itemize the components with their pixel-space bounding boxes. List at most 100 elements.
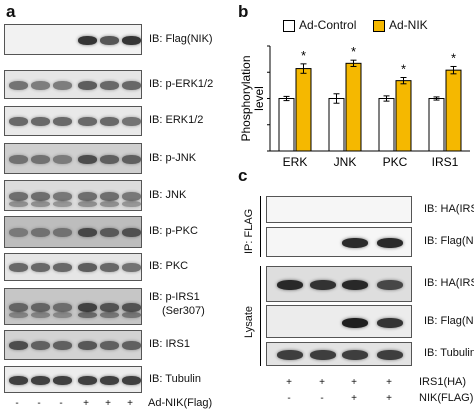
blot-band bbox=[31, 155, 50, 164]
blot-label: IB: Flag(NIK) bbox=[424, 315, 474, 327]
blot-band bbox=[100, 376, 119, 385]
blot-band bbox=[53, 376, 72, 385]
blot-band bbox=[31, 376, 50, 385]
western-blot-image bbox=[4, 216, 142, 248]
blot-band bbox=[9, 263, 28, 272]
blot-band bbox=[122, 303, 141, 312]
panel-b-letter: b bbox=[238, 2, 249, 21]
blot-band bbox=[277, 280, 303, 290]
panel-a-lane-label: Ad-NIK(Flag) bbox=[148, 397, 213, 409]
blot-band bbox=[100, 303, 119, 312]
lane-sign: + bbox=[351, 393, 357, 404]
bar-ad-control bbox=[278, 98, 295, 152]
blot-label: IB: PKC bbox=[149, 260, 189, 272]
phosphorylation-bar-chart: Phosphorylationlevel * ERK * JNK * PKC * IRS1 bbox=[239, 44, 470, 166]
bar-ad-nik bbox=[295, 68, 312, 152]
blot-band bbox=[342, 350, 368, 360]
x-tick-label: IRS1 bbox=[432, 155, 459, 166]
blot-band bbox=[100, 341, 119, 350]
blot-band bbox=[31, 312, 50, 318]
y-axis-label-line: level bbox=[252, 86, 266, 111]
blot-band bbox=[78, 303, 97, 312]
blot-band bbox=[78, 263, 97, 272]
blot-band bbox=[122, 228, 141, 237]
blot-band bbox=[377, 238, 403, 248]
blot-band bbox=[100, 228, 119, 237]
blot-band bbox=[277, 350, 303, 360]
blot-band bbox=[53, 201, 72, 207]
blot-band bbox=[9, 312, 28, 318]
blot-band bbox=[31, 228, 50, 237]
blot-label: IB: IRS1 bbox=[149, 338, 190, 350]
coip-blot-image bbox=[266, 342, 412, 366]
blot-band bbox=[78, 201, 97, 207]
blot-band bbox=[310, 280, 336, 290]
legend-label-nik: Ad-NIK bbox=[389, 18, 428, 32]
blot-band bbox=[78, 155, 97, 164]
blot-sublabel: (Ser307) bbox=[162, 305, 205, 317]
bar-ad-control bbox=[328, 98, 345, 152]
blot-label: IB: HA(IRS1) bbox=[424, 203, 474, 215]
blot-band bbox=[78, 341, 97, 350]
blot-band bbox=[53, 192, 72, 201]
lane-sign: + bbox=[351, 377, 357, 388]
blot-band bbox=[310, 350, 336, 360]
blot-label: IB: Flag(NIK) bbox=[424, 235, 474, 247]
coip-blot-image bbox=[266, 227, 412, 257]
panel-a-letter: a bbox=[6, 2, 16, 21]
blot-band bbox=[100, 312, 119, 318]
western-blot-image bbox=[4, 366, 142, 393]
blot-band bbox=[9, 192, 28, 201]
lane-sign: - bbox=[320, 393, 324, 404]
blot-band bbox=[100, 201, 119, 207]
blot-band bbox=[9, 303, 28, 312]
blot-band bbox=[342, 280, 368, 290]
western-blot-image bbox=[4, 253, 142, 281]
blot-band bbox=[9, 155, 28, 164]
blot-band bbox=[100, 192, 119, 201]
lane-sign: - bbox=[37, 398, 41, 409]
blot-band bbox=[122, 192, 141, 201]
blot-band bbox=[31, 117, 50, 126]
lane-sign: + bbox=[127, 398, 133, 409]
ip-group-label: IP: FLAG bbox=[243, 208, 255, 254]
blot-band bbox=[100, 263, 119, 272]
blot-label: IB: p-ERK1/2 bbox=[149, 78, 214, 90]
blot-band bbox=[53, 117, 72, 126]
significance-star: * bbox=[301, 48, 306, 63]
lane-sign: + bbox=[319, 377, 325, 388]
lane-row-label: IRS1(HA) bbox=[419, 376, 467, 388]
blot-band bbox=[122, 155, 141, 164]
blot-band bbox=[122, 263, 141, 272]
blot-band bbox=[122, 341, 141, 350]
lane-sign: - bbox=[15, 398, 19, 409]
lysate-group-label: Lysate bbox=[243, 305, 255, 338]
blot-label: IB: ERK1/2 bbox=[149, 114, 204, 126]
lane-sign: + bbox=[386, 393, 392, 404]
western-blot-image bbox=[4, 24, 142, 55]
coip-blot-image bbox=[266, 196, 412, 223]
blot-band bbox=[122, 36, 141, 45]
y-axis-label: Phosphorylationlevel bbox=[239, 55, 266, 141]
western-blot-image bbox=[4, 70, 142, 99]
blot-band bbox=[9, 201, 28, 207]
bar-ad-control bbox=[428, 98, 445, 152]
x-tick-label: JNK bbox=[334, 155, 357, 166]
blot-band bbox=[9, 117, 28, 126]
blot-band bbox=[78, 376, 97, 385]
lane-sign: - bbox=[287, 393, 291, 404]
blot-band bbox=[78, 117, 97, 126]
blot-label: IB: Tubulin bbox=[149, 373, 201, 385]
blot-band bbox=[9, 341, 28, 350]
blot-band bbox=[100, 117, 119, 126]
blot-band bbox=[31, 341, 50, 350]
blot-band bbox=[53, 303, 72, 312]
blot-band bbox=[100, 81, 119, 90]
blot-band bbox=[122, 117, 141, 126]
blot-band bbox=[9, 81, 28, 90]
western-blot-image bbox=[4, 143, 142, 174]
coip-blot-image bbox=[266, 266, 412, 302]
coip-blot-image bbox=[266, 305, 412, 338]
blot-band bbox=[53, 341, 72, 350]
western-blot-image bbox=[4, 288, 142, 325]
